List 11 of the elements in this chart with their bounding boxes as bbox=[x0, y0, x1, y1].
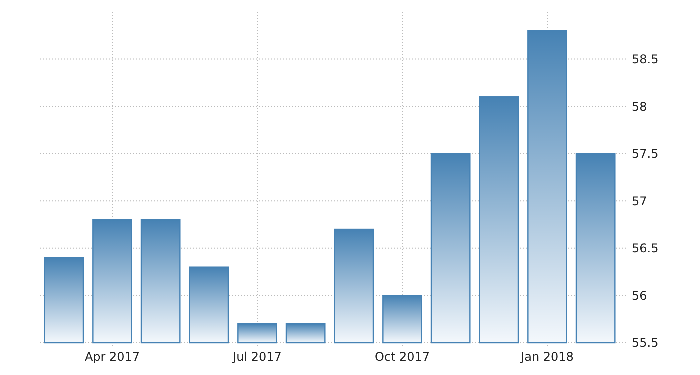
y-tick-label: 57 bbox=[632, 194, 648, 208]
y-tick-label: 58 bbox=[632, 100, 648, 114]
y-tick-label: 57.5 bbox=[632, 147, 659, 162]
x-tick-label: Oct 2017 bbox=[374, 350, 430, 364]
x-tick-label: Jan 2018 bbox=[520, 350, 574, 364]
y-tick-label: 56.5 bbox=[632, 242, 659, 256]
x-tick-label: Apr 2017 bbox=[84, 350, 140, 364]
y-tick-label: 58.5 bbox=[632, 52, 659, 66]
y-tick-label: 56 bbox=[632, 288, 648, 303]
y-tick-label: 55.5 bbox=[632, 336, 659, 350]
x-tick-label: Jul 2017 bbox=[232, 350, 282, 364]
